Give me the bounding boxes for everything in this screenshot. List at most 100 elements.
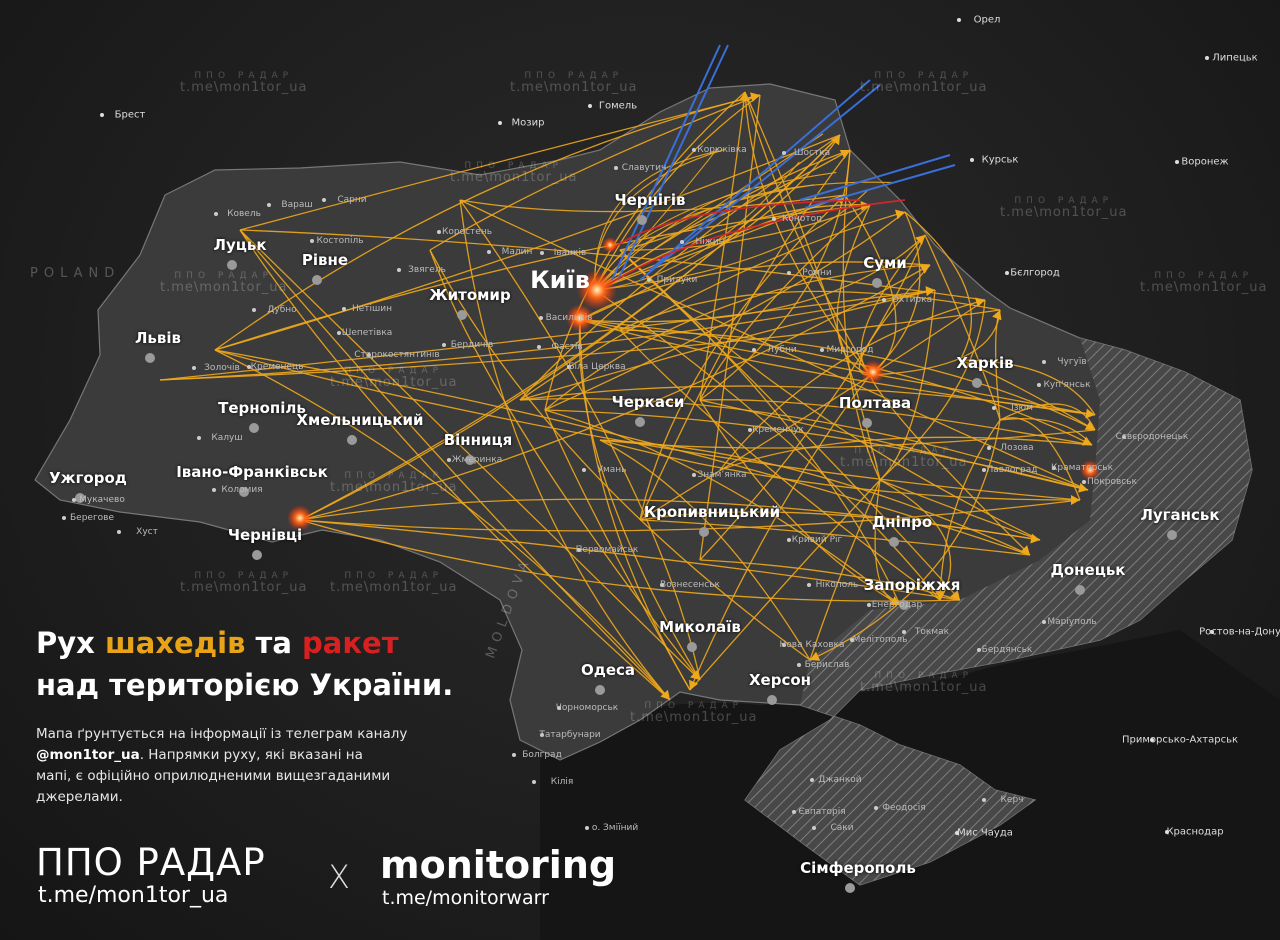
city-dot [660, 583, 664, 587]
ballistic-missile-route [799, 154, 951, 201]
watermark-link: t.me\mon1tor_ua [330, 375, 458, 390]
shahed-route [619, 290, 1001, 331]
city-label-town: Костопіль [316, 236, 364, 246]
description: Мапа ґрунтується на інформації із телегр… [36, 724, 476, 808]
city-dot [972, 378, 982, 388]
shahed-route [619, 329, 1096, 431]
city-label-town: Бердичів [450, 340, 494, 350]
city-dot [457, 310, 467, 320]
shahed-route [299, 264, 931, 521]
city-dot [1075, 585, 1085, 595]
city-label-town: Малин [501, 247, 533, 257]
city-dot [588, 104, 592, 108]
ppo-radar-link[interactable]: t.me/mon1tor_ua [38, 883, 229, 908]
city-dot [397, 268, 401, 272]
city-label-foreign: Мозир [511, 117, 545, 129]
watermark-link: t.me\mon1tor_ua [840, 455, 968, 470]
shahed-route [544, 211, 906, 411]
city-label-town: Коростень [441, 227, 493, 237]
shahed-route [744, 91, 871, 376]
city-dot [512, 753, 516, 757]
city-label-town: Лозова [1000, 443, 1034, 453]
shahed-route [842, 149, 881, 481]
city-label-major: Донецьк [1050, 561, 1126, 579]
watermark-name: ППО РАДАР [344, 471, 444, 481]
watermark: ППО РАДАР t.me\mon1tor_ua [510, 70, 638, 94]
city-label-major: Полтава [838, 394, 912, 412]
city-label-town: Павлоград [986, 465, 1038, 475]
shahed-route [959, 359, 1096, 431]
title-missiles: ракет [302, 626, 399, 660]
shahed-route [594, 194, 846, 291]
city-label-town: Коломия [221, 485, 263, 495]
watermark-link: t.me\mon1tor_ua [160, 280, 288, 295]
shahed-route [619, 329, 941, 601]
watermark: ППО РАДАР t.me\mon1tor_ua [860, 70, 988, 94]
city-dot [540, 733, 544, 737]
ballistic-missile-route [649, 79, 871, 271]
city-label-town: Покровськ [1087, 477, 1137, 487]
city-dot [227, 260, 237, 270]
shahed-route [214, 134, 841, 351]
watermark: ППО РАДАР t.me\mon1tor_ua [180, 570, 308, 594]
shahed-route [299, 519, 961, 601]
shahed-route [999, 417, 1081, 501]
city-label-town: Ніжин [695, 237, 725, 247]
shahed-route [699, 234, 926, 561]
shahed-route [159, 309, 1001, 381]
explosion-icon [861, 360, 885, 384]
city-dot [75, 493, 85, 503]
city-label-town: Калуш [211, 433, 243, 443]
city-label-town: Токмак [914, 627, 950, 637]
city-dot [982, 798, 986, 802]
explosion-icon [1080, 460, 1100, 480]
watermark-link: t.me\mon1tor_ua [330, 580, 458, 595]
city-dot [982, 468, 986, 472]
city-dot [212, 488, 216, 492]
shahed-route [594, 161, 800, 291]
watermark-link: t.me\mon1tor_ua [630, 710, 758, 725]
shahed-icon [894, 209, 905, 220]
city-label-foreign: Ростов-на-Дону [1199, 626, 1280, 638]
monitoring-link[interactable]: t.me/monitorwarr [382, 887, 549, 909]
shahed-route [904, 211, 973, 361]
watermark: ППО РАДАР t.me\mon1tor_ua [180, 70, 308, 94]
city-label-town: Кривий Ріг [791, 535, 843, 545]
watermark-name: ППО РАДАР [874, 671, 974, 681]
shahed-route [619, 204, 871, 251]
routes-layer [159, 44, 1096, 701]
title-shaheds: шахедів [104, 626, 246, 660]
explosion-icon [577, 270, 617, 310]
city-label-town: Первомайськ [575, 545, 639, 555]
watermark: ППО РАДАР t.me\mon1tor_ua [840, 445, 968, 469]
shahed-route [459, 194, 846, 213]
city-dot [807, 583, 811, 587]
city-dot [992, 406, 996, 410]
city-dot [874, 806, 878, 810]
shahed-route [579, 319, 1096, 416]
shahed-route [639, 299, 986, 521]
city-label-town: Саки [830, 823, 854, 833]
city-label-kyiv: Київ [530, 266, 590, 294]
city-dot [1005, 271, 1009, 275]
shahed-route [599, 439, 811, 661]
city-dot [310, 239, 314, 243]
watermark-link: t.me\mon1tor_ua [450, 170, 578, 185]
city-dot [614, 166, 618, 170]
watermark-name: ППО РАДАР [874, 71, 974, 81]
shahed-icon [950, 589, 960, 600]
city-label-town: Васильків [545, 313, 593, 323]
shahed-route [544, 264, 931, 411]
shahed-route [594, 171, 837, 291]
shahed-route [879, 289, 936, 481]
telegram-handle[interactable]: @mon1tor_ua [36, 747, 140, 763]
city-label-town: Знамʼянка [697, 470, 747, 480]
city-label-major: Ужгород [49, 469, 127, 487]
city-dot [902, 630, 906, 634]
city-dot [748, 428, 752, 432]
city-dot [312, 275, 322, 285]
missile-route [609, 199, 861, 251]
city-label-major: Житомир [429, 286, 511, 304]
city-label-town: Вараш [281, 200, 313, 210]
shahed-route [299, 519, 961, 602]
